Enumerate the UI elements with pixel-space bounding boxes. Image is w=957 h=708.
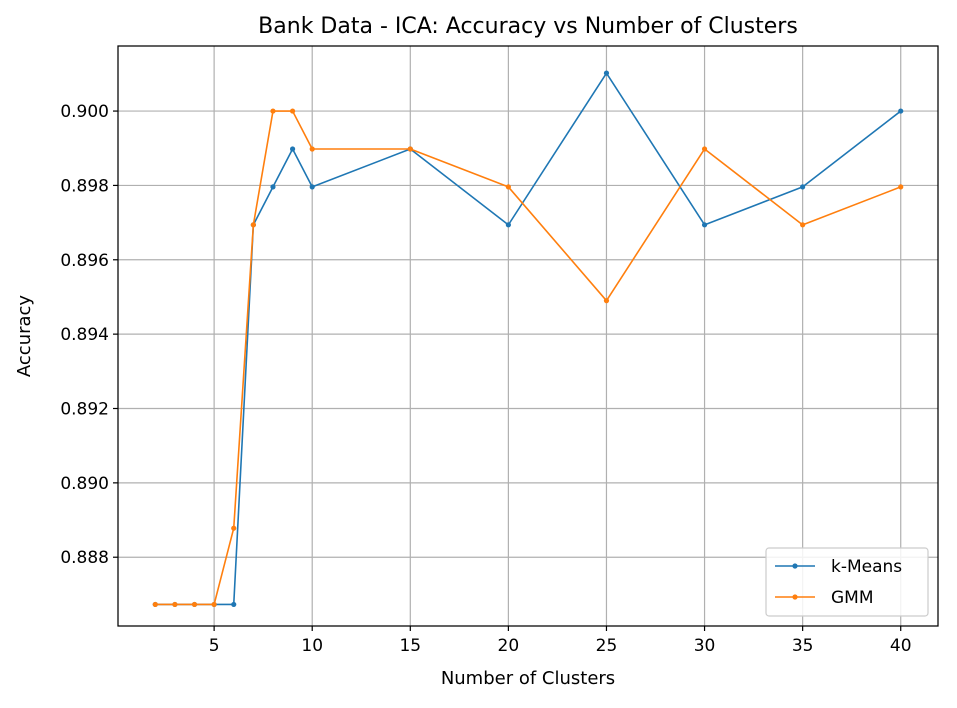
x-axis-label: Number of Clusters	[441, 668, 615, 689]
data-point	[505, 222, 511, 228]
plot-frame	[117, 45, 939, 627]
y-tick-label: 0.892	[60, 400, 109, 420]
data-point	[309, 146, 315, 152]
x-tick-label: 25	[596, 636, 618, 656]
y-tick-label: 0.898	[60, 176, 109, 196]
data-point	[309, 184, 315, 190]
data-point	[172, 601, 178, 608]
data-point	[800, 184, 806, 190]
chart-title: Bank Data - ICA: Accuracy vs Number of C…	[258, 14, 798, 39]
y-tick-label: 0.888	[60, 548, 109, 568]
data-point	[211, 601, 217, 608]
legend-marker	[792, 563, 798, 569]
data-point	[289, 146, 296, 152]
y-tick-label: 0.894	[60, 325, 109, 345]
data-point	[152, 601, 158, 608]
data-point	[603, 298, 610, 304]
y-tick-label: 0.890	[60, 474, 109, 494]
x-axis-ticks: 5 10 15 20 25 30 35 40	[209, 626, 912, 656]
data-point	[231, 601, 237, 608]
y-axis-ticks: 0.888 0.890 0.892 0.894 0.896 0.898 0.900	[60, 102, 118, 568]
legend-label: k-Means	[831, 557, 902, 577]
data-point	[701, 222, 708, 228]
y-tick-label: 0.896	[60, 251, 109, 271]
series-lines	[152, 70, 904, 608]
grid	[118, 46, 938, 626]
y-tick-label: 0.900	[60, 102, 109, 122]
legend-item: k-Means	[775, 557, 902, 577]
x-tick-label: 20	[498, 636, 520, 656]
legend: k-Means GMM	[765, 547, 929, 617]
data-point	[231, 525, 237, 531]
data-point	[898, 184, 904, 190]
data-point	[250, 222, 256, 228]
data-point	[270, 184, 276, 190]
legend-item: GMM	[775, 588, 874, 608]
x-tick-label: 40	[890, 636, 912, 656]
data-point	[701, 146, 708, 152]
legend-label: GMM	[831, 588, 874, 608]
legend-box	[765, 547, 929, 617]
data-point	[505, 184, 511, 190]
data-point	[603, 70, 610, 76]
x-tick-label: 35	[792, 636, 814, 656]
x-tick-label: 30	[694, 636, 716, 656]
x-tick-label: 5	[209, 636, 220, 656]
x-tick-label: 15	[399, 636, 421, 656]
data-point	[191, 601, 198, 608]
data-point	[407, 146, 413, 152]
series-gmm	[152, 108, 904, 608]
data-point	[270, 108, 276, 114]
legend-marker	[792, 594, 798, 600]
data-point	[289, 108, 296, 114]
data-point	[898, 108, 904, 114]
data-point	[800, 222, 806, 228]
y-axis-label: Accuracy	[14, 295, 35, 378]
x-tick-label: 10	[301, 636, 323, 656]
